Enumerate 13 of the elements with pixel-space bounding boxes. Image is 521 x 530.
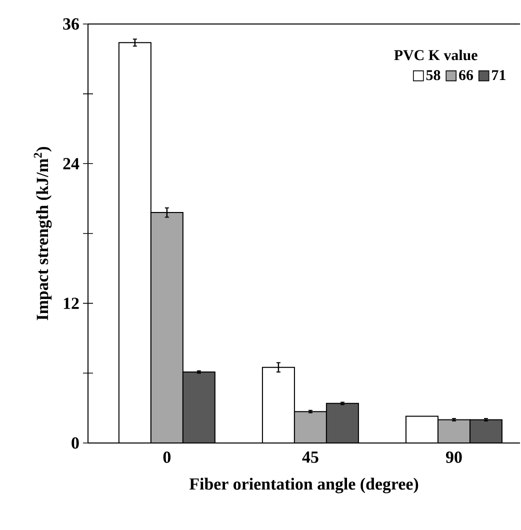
legend-label: 58: [426, 70, 440, 80]
x-tick-label: 45: [302, 452, 318, 463]
legend-label: 71: [492, 70, 506, 80]
y-axis-title: Impact strength (kJ/m$^{2}$): [34, 146, 52, 320]
legend-label: 66: [459, 70, 474, 80]
legend-title: PVC K value: [394, 50, 478, 60]
y-tick-label: 12: [64, 298, 79, 309]
y-tick-label: 36: [63, 18, 79, 30]
y-tick-label: 24: [63, 158, 80, 170]
x-tick-label: 0: [163, 452, 171, 463]
y-tick-label: 0: [72, 437, 79, 449]
x-tick-label: 90: [446, 452, 462, 463]
x-axis-title: Fiber orientation angle (degree): [189, 478, 418, 494]
